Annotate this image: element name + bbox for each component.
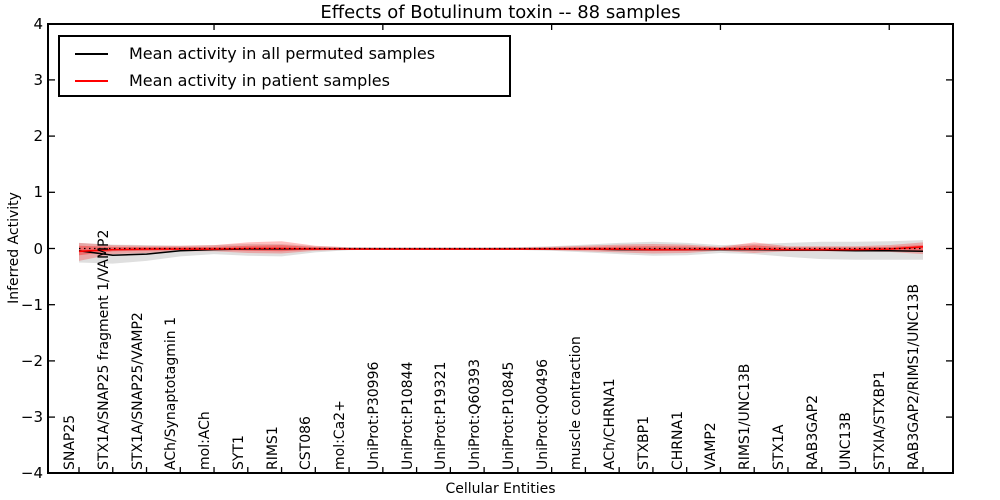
x-tick-label: CHRNA1 xyxy=(669,411,686,470)
x-tick-label: SNAP25 xyxy=(62,414,78,470)
x-tick-label: ACh/CHRNA1 xyxy=(602,378,619,470)
x-tick-label: UniProt:P10844 xyxy=(399,361,416,470)
x-tick-label: UniProt:P19321 xyxy=(433,361,450,470)
x-tick-label: VAMP2 xyxy=(703,422,720,470)
x-tick-label: mol:Ca2+ xyxy=(332,400,349,470)
y-tick-label: 1 xyxy=(33,183,43,202)
x-tick-label: RAB3GAP2 xyxy=(804,394,821,470)
y-tick-label: −1 xyxy=(20,295,43,314)
y-tick-label: −2 xyxy=(20,351,43,370)
x-tick-label: CST086 xyxy=(298,416,315,470)
legend-item-label: Mean activity in patient samples xyxy=(129,71,390,90)
x-tick-label: UNC13B xyxy=(838,412,855,470)
y-tick-label: −3 xyxy=(20,408,43,427)
x-tick-label: mol:ACh xyxy=(197,411,214,470)
y-tick-label: 2 xyxy=(33,127,43,146)
x-tick-label: STXIA/STXBP1 xyxy=(872,370,889,470)
x-tick-label: RIMS1/UNC13B xyxy=(737,363,754,470)
x-tick-label: SYT1 xyxy=(230,435,247,470)
y-tick-label: 3 xyxy=(33,70,43,89)
y-tick-label: −4 xyxy=(20,464,43,483)
x-tick-label: STX1A xyxy=(770,424,787,470)
x-tick-label: UniProt:P10845 xyxy=(500,361,517,470)
legend-item-permuted: Mean activity in all permuted samples xyxy=(60,40,509,67)
patient-line-swatch-icon xyxy=(75,79,108,82)
x-tick-label: STX1A/SNAP25 fragment 1/VAMP2 xyxy=(95,229,112,470)
y-tick-label: 0 xyxy=(33,239,43,258)
patient-samples-range-outer-band xyxy=(79,241,923,261)
x-tick-label: muscle contraction xyxy=(568,336,585,470)
x-axis-label: Cellular Entities xyxy=(445,481,556,497)
permuted-samples-range-band xyxy=(79,240,923,264)
y-tick-label: 4 xyxy=(33,14,43,33)
permuted-line-swatch-icon xyxy=(75,52,108,55)
legend-item-label: Mean activity in all permuted samples xyxy=(129,44,436,63)
x-tick-label: STXBP1 xyxy=(635,416,652,470)
patient-samples-range-inner-band xyxy=(79,245,923,256)
x-tick-label: RIMS1 xyxy=(264,426,281,470)
x-tick-label: UniProt:P30996 xyxy=(365,361,382,470)
x-tick-label: ACh/Synaptotagmin 1 xyxy=(163,317,180,470)
x-tick-label: STX1A/SNAP25/VAMP2 xyxy=(129,312,146,470)
legend: Mean activity in all permuted samples Me… xyxy=(58,35,511,97)
x-tick-label: UniProt:Q00496 xyxy=(534,359,551,470)
legend-item-patient: Mean activity in patient samples xyxy=(60,67,509,94)
x-tick-label: UniProt:Q60393 xyxy=(467,359,484,470)
chart-title: Effects of Botulinum toxin -- 88 samples xyxy=(320,2,681,23)
x-tick-label: RAB3GAP2/RIMS1/UNC13B xyxy=(906,283,922,470)
